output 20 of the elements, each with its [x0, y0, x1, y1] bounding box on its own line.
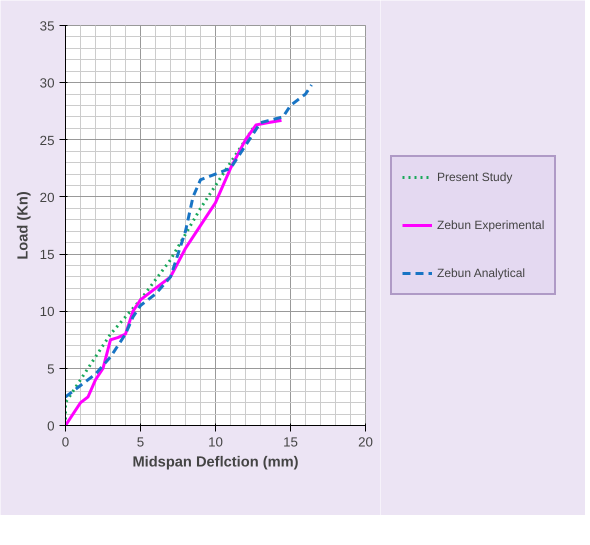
- y-tick-label: 5: [47, 361, 55, 376]
- legend-label: Zebun Analytical: [437, 266, 526, 280]
- y-tick-label: 35: [40, 18, 55, 34]
- y-tick-label: 20: [40, 190, 55, 205]
- y-tick-label: 25: [40, 132, 55, 148]
- y-tick-label: 15: [40, 247, 55, 262]
- line-series: [66, 83, 313, 398]
- y-tick-label: 30: [40, 76, 55, 91]
- line-series: [66, 118, 283, 426]
- x-tick-label: 15: [283, 434, 298, 450]
- x-tick-label: 0: [62, 434, 70, 450]
- y-tick-label: 10: [40, 304, 55, 320]
- legend-label: Present Study: [437, 170, 514, 184]
- x-tick-label: 20: [358, 434, 373, 450]
- x-tick-label: 5: [136, 434, 144, 450]
- x-tick-label: 10: [208, 434, 223, 450]
- y-axis-title: Load (Kn): [16, 191, 32, 260]
- legend-label: Zebun Experimental: [437, 218, 544, 232]
- x-axis-title: Midspan Deflction (mm): [132, 454, 299, 470]
- y-tick-label: 0: [47, 418, 55, 434]
